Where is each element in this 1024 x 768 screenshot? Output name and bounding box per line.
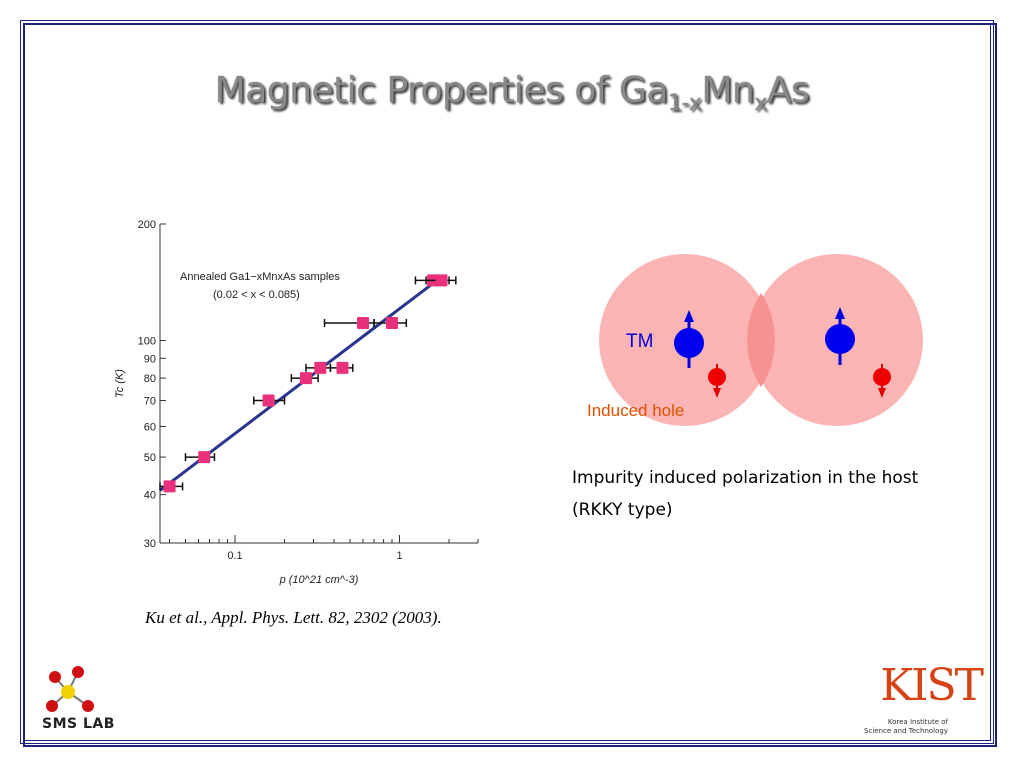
y-tick-label: 100 (138, 336, 156, 348)
data-point (262, 394, 275, 407)
tc-vs-p-chart: 0.1 1 30 40 50 60 70 80 90 100 200 p (10^21 cm^-3) T… (114, 219, 479, 586)
y-tick-label: 90 (144, 353, 156, 365)
slide-frame (20, 20, 994, 744)
data-point (435, 274, 448, 287)
y-axis-label: Tc (K) (114, 369, 126, 398)
x-tick-label: 1 (396, 550, 402, 562)
title-subscript-1: 1-x (668, 91, 702, 116)
tm-label: TM (626, 331, 653, 352)
kist-name: Korea Institute of Science and Technolog… (864, 718, 948, 736)
y-tick-label: 70 (144, 396, 156, 408)
title-text: Magnetic Properties of Ga (214, 70, 669, 111)
title-subscript-2: x (754, 91, 767, 116)
title-text-mn: Mn (701, 70, 755, 111)
data-point (357, 317, 370, 330)
y-tick-label: 60 (144, 421, 156, 433)
chart-annotation-line2: (0.02 < x < 0.085) (213, 289, 300, 301)
induced-hole-label: Induced hole (587, 401, 684, 420)
tm-spin-up-icon (674, 310, 704, 368)
hole-spin-down-icon-right (873, 364, 891, 398)
citation: Ku et al., Appl. Phys. Lett. 82, 2302 (2… (145, 608, 442, 627)
sphere-overlap (747, 293, 775, 387)
sms-lab-logo-icon (46, 666, 94, 712)
data-point (314, 361, 327, 374)
hole-spin-down-icon (708, 364, 726, 398)
data-point (299, 372, 312, 385)
x-axis-label: p (10^21 cm^-3) (279, 574, 359, 586)
y-tick-label: 40 (144, 490, 156, 502)
x-tick-label: 0.1 (227, 550, 242, 562)
data-point (385, 317, 398, 330)
title-text-as: As (766, 70, 810, 111)
sms-lab-label: SMS LAB (42, 716, 115, 732)
slide-title: Magnetic Properties of Ga1-xMnxAs (0, 70, 1024, 116)
diagram-caption: Impurity induced polarization in the hos… (572, 462, 952, 526)
rkky-diagram: TM Induced hole (587, 254, 923, 426)
y-tick-label: 200 (138, 219, 156, 231)
caption-line-1: Impurity induced polarization in the hos… (572, 468, 919, 488)
data-point (198, 451, 211, 464)
y-tick-label: 50 (144, 452, 156, 464)
chart-annotation-line1: Annealed Ga1−xMnxAs samples (180, 271, 340, 283)
data-point (336, 361, 349, 374)
kist-name-line2: Science and Technology (864, 727, 948, 735)
caption-line-2: (RKKY type) (572, 500, 673, 520)
kist-mark: KIST (880, 660, 984, 711)
y-tick-label: 30 (144, 538, 156, 550)
data-point (163, 480, 176, 493)
kist-logo: KIST Korea Institute of Science and Tech… (860, 660, 990, 740)
y-tick-label: 80 (144, 373, 156, 385)
tm-spin-up-icon-right (825, 307, 855, 365)
kist-name-line1: Korea Institute of (887, 718, 948, 726)
